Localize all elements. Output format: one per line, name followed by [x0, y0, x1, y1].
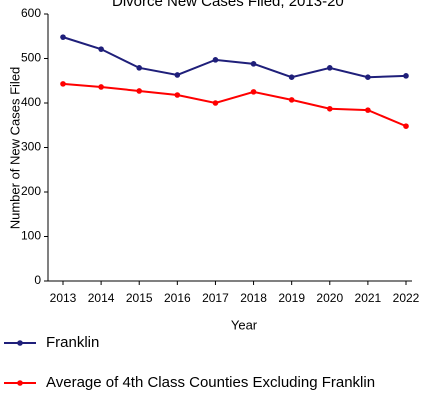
data-point — [326, 105, 333, 112]
x-tick-label: 2020 — [316, 291, 343, 305]
y-tick-label: 0 — [34, 273, 41, 287]
x-tick-label: 2018 — [240, 291, 267, 305]
data-point — [60, 81, 66, 87]
data-point — [212, 100, 219, 106]
x-tick-label: 2014 — [88, 291, 115, 305]
y-axis-label: Number of New Cases Filed — [7, 67, 22, 230]
legend-label: Average of 4th Class Counties Excluding … — [46, 374, 376, 391]
y-tick-label: 100 — [21, 229, 41, 243]
data-point — [365, 74, 371, 80]
x-tick-label: 2022 — [393, 291, 420, 305]
data-point — [250, 61, 257, 67]
legend-swatch — [4, 380, 36, 386]
legend-item: Average of 4th Class Counties Excluding … — [0, 373, 380, 393]
data-point — [288, 97, 295, 103]
series-line — [62, 82, 407, 128]
data-point — [60, 34, 66, 40]
data-point — [212, 57, 219, 63]
data-point — [136, 88, 143, 94]
data-point — [403, 123, 409, 129]
y-tick-label: 200 — [21, 184, 41, 198]
y-tick-label: 300 — [21, 140, 41, 154]
data-point — [403, 73, 409, 79]
y-tick-label: 500 — [21, 51, 41, 65]
series-line — [62, 36, 407, 79]
x-tick-label: 2019 — [278, 291, 305, 305]
chart: Divorce New Cases Filed, 2013-20 Number … — [7, 0, 420, 332]
data-point — [326, 65, 333, 71]
x-axis-label: Year — [231, 317, 258, 332]
legend-marker — [17, 380, 23, 386]
x-tick-label: 2017 — [202, 291, 229, 305]
data-point — [250, 89, 257, 95]
y-tick-label: 400 — [21, 95, 41, 109]
data-point — [98, 46, 104, 52]
legend-swatch — [4, 340, 36, 346]
data-point — [174, 92, 181, 98]
x-tick-label: 2015 — [126, 291, 153, 305]
legend-marker — [17, 340, 23, 346]
legend-label: Franklin — [46, 334, 100, 351]
data-point — [365, 107, 371, 113]
x-tick-label: 2021 — [355, 291, 382, 305]
y-tick-label: 600 — [21, 6, 41, 20]
legend-item: Franklin — [0, 333, 380, 353]
data-point — [136, 65, 143, 71]
x-tick-label: 2016 — [164, 291, 191, 305]
data-point — [288, 74, 295, 80]
data-point — [98, 84, 104, 90]
x-tick-label: 2013 — [50, 291, 77, 305]
data-point — [174, 72, 181, 78]
chart-title: Divorce New Cases Filed, 2013-20 — [112, 0, 344, 10]
